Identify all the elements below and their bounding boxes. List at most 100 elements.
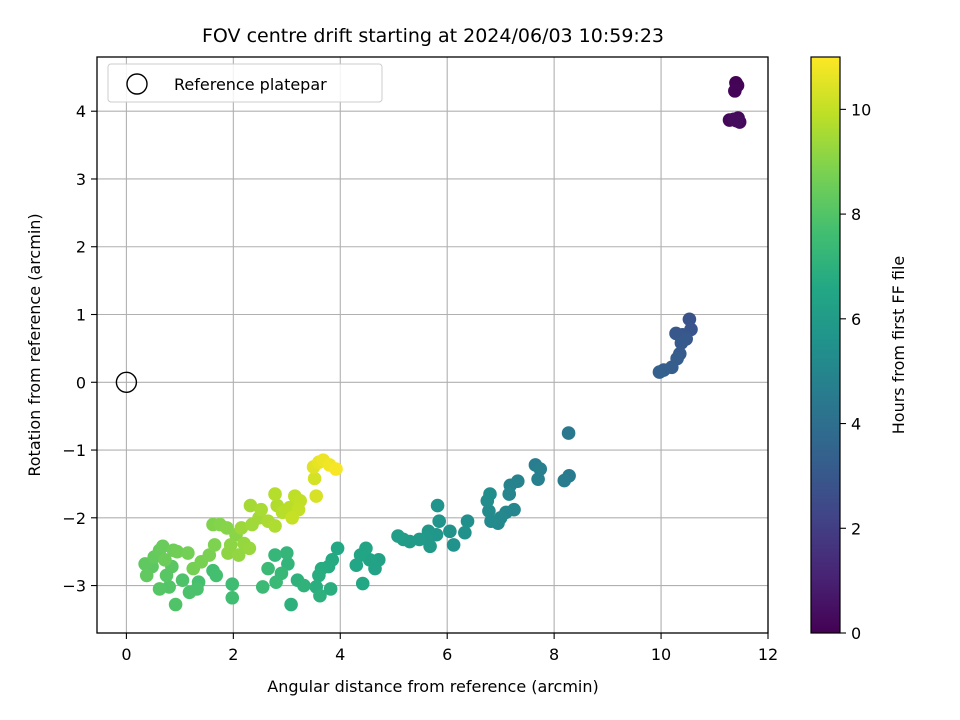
grid-lines (97, 57, 769, 633)
data-point (269, 575, 283, 589)
colorbar-label: Hours from first FF file (889, 256, 908, 435)
data-point (221, 546, 235, 560)
data-point (533, 462, 548, 476)
y-tick-label: 1 (76, 306, 86, 325)
y-tick-label: 3 (76, 170, 86, 189)
data-point (430, 498, 445, 513)
data-point (557, 473, 572, 488)
data-point (484, 514, 498, 528)
colorbar-tick-label: 10 (851, 100, 871, 119)
x-tick-label: 0 (121, 645, 131, 664)
reference-platepar-point (115, 371, 138, 393)
data-point (261, 561, 275, 576)
data-point (297, 578, 311, 593)
data-point (155, 539, 170, 554)
data-point (391, 529, 405, 543)
colorbar-tick-label: 6 (851, 310, 861, 329)
colorbar-ticks: 0 2 4 6 8 10 (840, 100, 871, 643)
data-points (138, 75, 747, 612)
data-point (728, 84, 742, 98)
x-tick-label: 10 (651, 645, 671, 664)
data-point (729, 113, 744, 128)
colorbar-tick-label: 4 (851, 415, 861, 434)
data-point (531, 472, 545, 486)
data-point (458, 525, 472, 540)
data-point (280, 546, 294, 560)
y-tick-label: −3 (62, 577, 86, 596)
data-point (323, 582, 338, 596)
x-tick-label: 2 (228, 645, 238, 664)
data-point (313, 588, 327, 603)
y-tick-label: −1 (62, 441, 86, 460)
data-point (423, 539, 437, 554)
data-point (268, 519, 282, 533)
data-point (674, 336, 689, 350)
data-point (182, 585, 197, 600)
data-point (158, 553, 172, 567)
data-point (443, 524, 457, 539)
data-point (353, 548, 368, 562)
reference-point-group (115, 371, 138, 393)
data-point (231, 548, 246, 562)
x-tick-label: 4 (335, 645, 345, 664)
chart-title: FOV centre drift starting at 2024/06/03 … (202, 25, 664, 47)
colorbar-tick-label: 0 (851, 624, 861, 643)
data-point (307, 471, 322, 486)
y-tick-label: 2 (76, 238, 86, 257)
colorbar-tick-label: 2 (851, 519, 861, 538)
data-point (652, 365, 667, 379)
data-point (168, 597, 183, 612)
data-point (312, 568, 326, 583)
data-point (152, 582, 167, 596)
x-tick-label: 8 (549, 645, 559, 664)
data-point (284, 597, 298, 612)
data-point (255, 580, 270, 594)
x-axis-ticks: 0 2 4 6 8 10 12 (121, 633, 778, 664)
data-point (202, 548, 217, 562)
legend: Reference platepar (107, 63, 383, 103)
colorbar-gradient (810, 56, 841, 634)
data-point (175, 573, 190, 587)
data-point (225, 577, 240, 592)
data-point (446, 538, 461, 552)
data-point (254, 502, 268, 517)
data-point (207, 538, 222, 552)
colorbar: 0 2 4 6 8 10 Hours from first FF file (810, 56, 908, 643)
data-point (243, 498, 258, 513)
x-tick-label: 12 (758, 645, 778, 664)
data-point (355, 576, 370, 591)
plot-frame (96, 56, 769, 634)
data-point (349, 558, 364, 573)
data-point (268, 487, 282, 501)
data-point (432, 514, 446, 528)
data-point (225, 590, 240, 605)
data-point (561, 426, 576, 440)
data-point (329, 462, 343, 476)
legend-marker-open-circle (126, 73, 148, 95)
data-point (209, 568, 224, 583)
data-point (460, 514, 475, 528)
data-point (482, 504, 496, 518)
data-point (502, 487, 517, 501)
y-tick-label: 0 (76, 373, 86, 392)
data-point (330, 541, 345, 556)
y-axis-ticks: −3 −2 −1 0 1 2 3 4 (62, 102, 97, 596)
data-point (483, 487, 497, 501)
x-axis-label: Angular distance from reference (arcmin) (267, 677, 598, 696)
data-point (234, 521, 249, 535)
colorbar-tick-label: 8 (851, 205, 861, 224)
data-point (309, 489, 324, 503)
data-point (242, 541, 257, 556)
y-tick-label: 4 (76, 102, 86, 121)
data-point (170, 544, 184, 559)
y-axis-label: Rotation from reference (arcmin) (25, 213, 44, 476)
data-point (682, 312, 697, 327)
legend-box (107, 63, 383, 103)
data-point (181, 546, 195, 560)
data-point (139, 568, 154, 583)
y-tick-label: −2 (62, 509, 86, 528)
data-point (285, 511, 299, 525)
x-tick-label: 6 (442, 645, 452, 664)
legend-entry-reference-platepar: Reference platepar (174, 75, 327, 94)
